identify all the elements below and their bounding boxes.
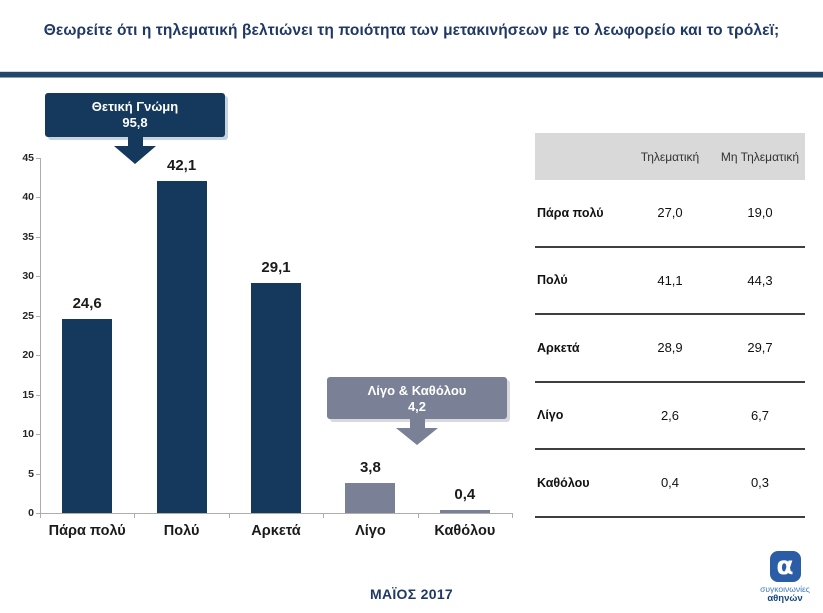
cell-non-telematics: 0,3 <box>750 475 770 491</box>
y-tick-label-10: 10 <box>22 428 34 441</box>
y-tick-label-35: 35 <box>22 230 34 243</box>
title-divider <box>0 71 823 78</box>
cell-telematics: 27,0 <box>657 205 683 221</box>
footer-date: ΜΑΪΟΣ 2017 <box>370 586 453 602</box>
bar-value-label-1: 42,1 <box>166 156 197 174</box>
x-tick-mark <box>40 513 41 518</box>
y-tick-label-0: 0 <box>28 507 34 519</box>
page-title: Θεωρείτε ότι η τηλεματική βελτιώνει τη π… <box>43 22 780 39</box>
cell-non-telematics: 19,0 <box>747 205 773 221</box>
table-body: Πάρα πολύ 27,0 19,0 Πολύ 41,1 44,3 Αρκετά 28,9 2… <box>535 180 805 518</box>
callout-label: Λίγο & Καθόλου <box>367 383 467 398</box>
y-tick-mark <box>36 473 40 475</box>
chart-bar-4 <box>439 509 490 513</box>
y-tick-label-15: 15 <box>22 388 34 401</box>
logo-text-line2: αθηνών <box>767 593 803 604</box>
table-row-1: Πολύ 41,1 44,3 <box>535 248 805 315</box>
table-row-2: Αρκετά 28,9 29,7 <box>535 315 805 383</box>
x-axis-label-4: Καθόλου <box>434 523 496 539</box>
x-axis-label-2: Αρκετά <box>251 523 301 539</box>
y-tick-label-20: 20 <box>22 349 34 362</box>
comparison-table: Τηλεματική Μη Τηλεματική Πάρα πολύ 27,0 19… <box>535 133 805 518</box>
x-tick-mark <box>323 513 325 518</box>
callout-value: 95,8 <box>122 115 148 130</box>
x-axis-label-0: Πάρα πολύ <box>48 523 126 539</box>
row-label: Πάρα πολύ <box>537 205 604 220</box>
y-tick-label-25: 25 <box>22 309 34 322</box>
y-tick-mark <box>36 434 40 436</box>
y-tick-mark <box>36 355 40 357</box>
callout-little-none: Λίγο & Καθόλου 4,2 <box>327 377 507 419</box>
x-tick-mark <box>417 513 419 518</box>
y-tick-mark <box>36 276 40 278</box>
y-tick-label-30: 30 <box>22 270 34 283</box>
column-header-telematics: Τηλεματική <box>640 149 700 164</box>
logo-text-line1: συγκοινωνίες <box>760 584 810 594</box>
row-label: Καθόλου <box>537 475 590 490</box>
row-label: Πολύ <box>537 273 568 288</box>
y-tick-label-5: 5 <box>28 467 34 480</box>
y-tick-mark <box>36 394 40 396</box>
x-axis-label-3: Λίγο <box>355 523 386 539</box>
table-row-3: Λίγο 2,6 6,7 <box>535 383 805 450</box>
chart-bar-2 <box>251 283 301 513</box>
bar-value-label-3: 3,8 <box>359 459 381 477</box>
cell-non-telematics: 6,7 <box>750 407 770 423</box>
y-tick-mark <box>36 158 40 159</box>
y-tick-mark <box>36 513 40 514</box>
bar-value-label-4: 0,4 <box>454 485 476 503</box>
table-row-4: Καθόλου 0,4 0,3 <box>535 450 805 518</box>
cell-telematics: 41,1 <box>657 272 683 288</box>
table-row-0: Πάρα πολύ 27,0 19,0 <box>535 180 805 248</box>
chart-bar-3 <box>345 483 396 513</box>
athens-transport-logo: α συγκοινωνίες αθηνών <box>753 551 817 604</box>
callout-label: Θετική Γνώμη <box>91 99 179 114</box>
row-label: Αρκετά <box>537 340 580 355</box>
y-tick-mark <box>36 236 40 238</box>
cell-telematics: 28,9 <box>657 340 683 356</box>
bar-value-label-2: 29,1 <box>261 259 291 277</box>
cell-telematics: 0,4 <box>660 475 680 491</box>
row-label: Λίγο <box>537 408 564 423</box>
x-axis-line <box>40 513 512 514</box>
down-arrow-icon <box>396 419 438 445</box>
y-tick-label-45: 45 <box>22 152 34 164</box>
bar-value-label-0: 24,6 <box>72 294 102 312</box>
y-tick-label-40: 40 <box>22 191 34 204</box>
chart-bar-1 <box>156 180 207 513</box>
logo-alpha-icon: α <box>769 551 801 582</box>
y-tick-mark <box>36 197 40 199</box>
cell-non-telematics: 29,7 <box>747 340 773 356</box>
y-tick-mark <box>36 315 40 317</box>
column-header-non-telematics: Μη Τηλεματική <box>720 149 800 164</box>
x-tick-mark <box>512 513 513 518</box>
callout-value: 4,2 <box>407 399 427 414</box>
y-axis-line <box>40 158 41 513</box>
down-arrow-icon <box>114 137 156 164</box>
x-tick-mark <box>228 513 230 518</box>
chart-bar-0 <box>62 318 113 513</box>
cell-telematics: 2,6 <box>660 407 680 423</box>
callout-positive-opinion: Θετική Γνώμη 95,8 <box>45 93 225 137</box>
cell-non-telematics: 44,3 <box>747 272 773 288</box>
x-axis-label-1: Πολύ <box>163 523 200 539</box>
table-header-row: Τηλεματική Μη Τηλεματική <box>535 133 805 180</box>
x-tick-mark <box>134 513 136 518</box>
